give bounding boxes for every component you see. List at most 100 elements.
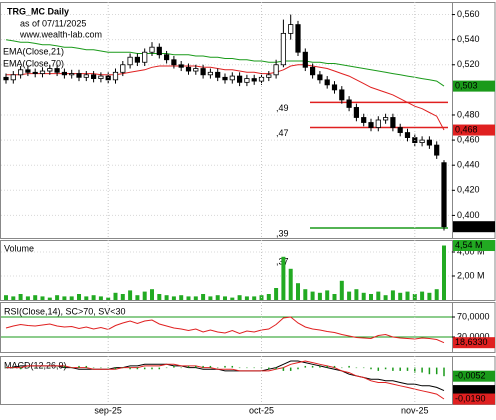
candle-body — [353, 107, 360, 118]
volume-bar — [157, 294, 162, 300]
candle-body — [390, 117, 396, 128]
histogram-bar — [289, 367, 292, 371]
histogram-bar — [341, 367, 343, 369]
candle-body — [98, 75, 104, 79]
y-tick-label: 0,540 — [457, 34, 480, 44]
last-value-box — [453, 80, 495, 92]
candle-body — [142, 51, 148, 63]
volume-bar — [230, 297, 235, 300]
candle-body — [112, 71, 119, 81]
candle-body — [17, 69, 24, 76]
histogram-bar — [107, 367, 109, 369]
volume-bar — [18, 294, 23, 300]
histogram-bar — [421, 367, 423, 373]
candle-body — [346, 99, 352, 108]
volume-bar — [420, 291, 425, 300]
last-value-label: 0,391 — [455, 221, 478, 231]
candle-body — [397, 127, 403, 133]
volume-bar — [376, 291, 381, 300]
histogram-bar — [151, 367, 153, 370]
volume-bar — [40, 296, 45, 300]
candle-body — [149, 46, 155, 53]
histogram-bar — [41, 367, 44, 369]
histogram-bar — [326, 365, 328, 368]
histogram-bar — [12, 367, 15, 369]
level-label: ,39 — [276, 228, 289, 238]
volume-bar — [390, 290, 395, 300]
histogram-bar — [19, 367, 22, 370]
histogram-bar — [348, 365, 350, 368]
histogram-bar — [435, 367, 438, 375]
candle-body — [193, 68, 199, 72]
volume-bar — [150, 289, 154, 300]
histogram-bar — [377, 367, 380, 371]
volume-bar — [113, 292, 118, 300]
histogram-bar — [34, 367, 36, 369]
volume-bar — [339, 280, 344, 300]
histogram-bar — [216, 367, 219, 369]
volume-bar — [310, 291, 315, 300]
candle-body — [426, 139, 433, 146]
candle-body — [163, 54, 170, 61]
histogram-bar — [319, 365, 321, 368]
histogram-bar — [399, 367, 401, 371]
candle-body — [288, 24, 294, 34]
last-value-label: -0,0139 — [455, 385, 486, 395]
volume-bar — [303, 289, 308, 300]
candle-body — [76, 73, 82, 78]
histogram-bar — [406, 367, 409, 371]
candle-body — [419, 139, 425, 143]
candle-body — [302, 51, 308, 68]
y-tick-label: 0,400 — [457, 210, 480, 220]
candle-body — [324, 79, 330, 86]
candle-body — [222, 76, 228, 81]
histogram-bar — [49, 367, 51, 369]
volume-bar — [106, 297, 111, 300]
volume-bar — [354, 289, 359, 300]
volume-bar — [55, 295, 60, 300]
y-tick-label: 0,560 — [457, 9, 480, 19]
volume-bar — [223, 296, 227, 300]
volume-bar — [398, 292, 403, 300]
histogram-bar — [238, 367, 241, 369]
volume-bar — [193, 296, 198, 300]
source: www.wealth-lab.com — [19, 29, 102, 39]
subtitle: as of 07/11/2025 — [20, 18, 86, 28]
volume-bar — [186, 296, 191, 300]
last-value-box — [453, 240, 495, 252]
histogram-bar — [392, 367, 394, 371]
chart-title: TRG_MC Daily — [7, 6, 69, 16]
histogram-bar — [129, 367, 131, 370]
histogram-bar — [85, 365, 88, 368]
histogram-bar — [187, 365, 190, 368]
last-value-label: 0,468 — [455, 124, 478, 134]
candle-body — [339, 89, 345, 101]
volume-bar — [69, 296, 74, 300]
candle-body — [69, 73, 75, 76]
histogram-bar — [27, 367, 29, 369]
volume-bar — [11, 296, 16, 300]
volume-bar — [317, 292, 322, 300]
histogram-bar — [209, 365, 212, 368]
histogram-bar — [282, 367, 285, 371]
candle-body — [382, 117, 389, 121]
volume-bar — [142, 291, 147, 300]
y-tick-label: 0,520 — [457, 59, 480, 69]
histogram-bar — [275, 367, 277, 370]
last-value-box — [453, 337, 495, 349]
volume-bar — [208, 296, 213, 300]
level-label: ,47 — [276, 128, 289, 138]
y-tick-label: 0,480 — [457, 109, 480, 119]
histogram-bar — [195, 365, 197, 368]
candle-body — [309, 66, 316, 76]
histogram-bar — [443, 367, 445, 377]
volume-bar — [405, 291, 410, 300]
indicator-line — [5, 39, 445, 87]
indicator-line — [6, 360, 445, 400]
last-value-box — [453, 393, 495, 405]
last-value-box — [453, 370, 495, 382]
histogram-bar — [92, 367, 95, 369]
histogram-bar — [202, 365, 204, 368]
